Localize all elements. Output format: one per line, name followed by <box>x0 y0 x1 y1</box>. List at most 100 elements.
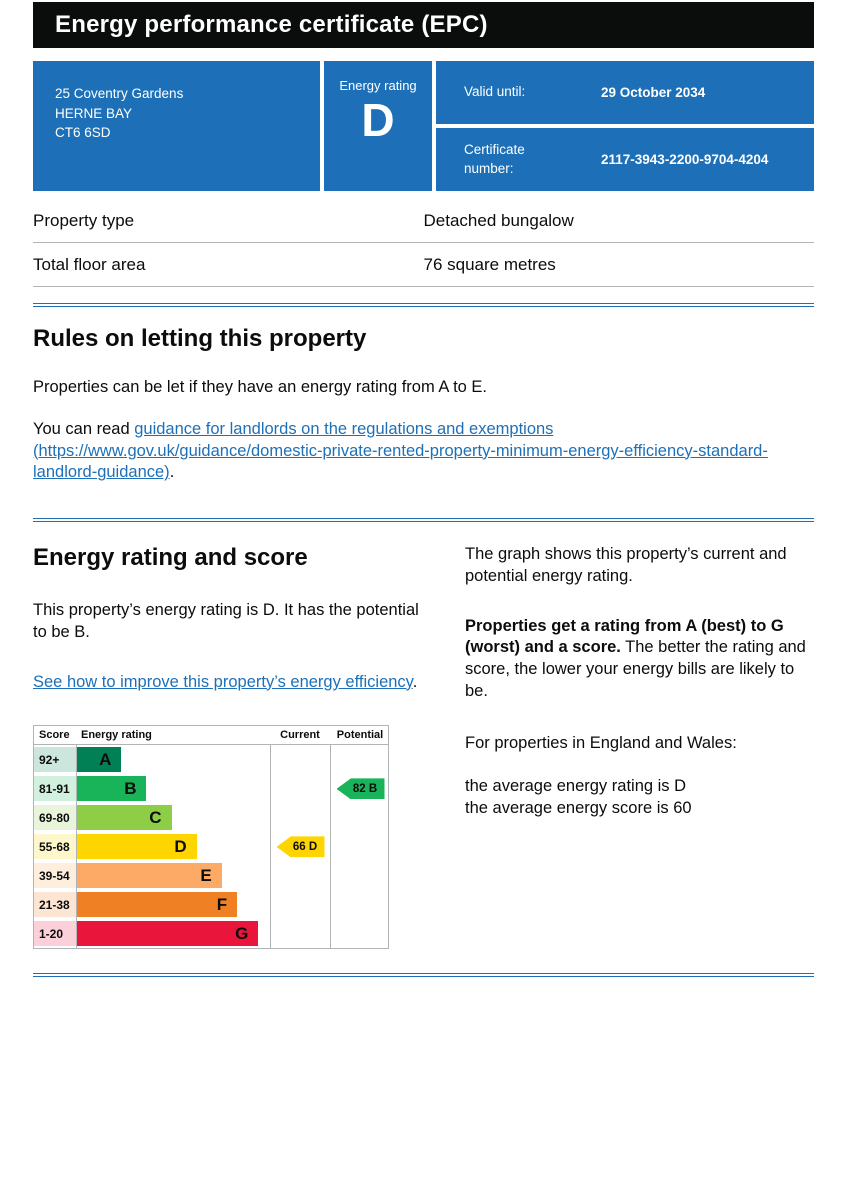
floor-area-row: Total floor area 76 square metres <box>33 243 814 287</box>
band-bar: A <box>77 747 122 773</box>
band-cell: E <box>76 861 270 891</box>
rating-band-row: 69-80 C <box>34 803 390 833</box>
band-letter: G <box>235 923 249 943</box>
rating-summary-text: This property’s energy rating is D. It h… <box>33 601 419 641</box>
current-cell <box>270 803 330 833</box>
property-details-table: Property type Detached bungalow Total fl… <box>33 199 814 287</box>
rules-guidance-text: You can read guidance for landlords on t… <box>33 419 814 484</box>
rating-left-column: Energy rating and score This property’s … <box>33 544 425 950</box>
page-header: Energy performance certificate (EPC) <box>33 2 814 48</box>
chart-column-header-current: Current <box>280 729 320 742</box>
address-line: HERNE BAY <box>55 105 133 121</box>
rating-heading: Energy rating and score <box>33 544 308 572</box>
average-rating-line: the average energy rating is D <box>465 777 687 796</box>
band-bar: C <box>77 805 172 831</box>
valid-until-value: 29 October 2034 <box>601 85 706 100</box>
band-cell: A <box>76 745 270 775</box>
average-score-line: the average energy score is 60 <box>465 799 692 818</box>
potential-cell <box>330 745 390 775</box>
read-suffix-text: . <box>169 463 175 482</box>
certificate-number-label: Certificate number: <box>464 142 525 176</box>
score-cell: 39-54 <box>34 861 76 890</box>
valid-until-label: Valid until: <box>464 84 526 100</box>
band-cell: D <box>76 832 270 862</box>
current-cell <box>270 861 330 891</box>
page-title: Energy performance certificate (EPC) <box>55 11 488 38</box>
floor-area-label: Total floor area <box>33 255 146 274</box>
band-bar: G <box>77 921 259 947</box>
improve-suffix-text: . <box>412 672 418 691</box>
certificate-number-row: Certificate number: 2117-3943-2200-9704-… <box>436 128 814 191</box>
current-cell <box>270 745 330 775</box>
rating-explanation-bold: Properties get a rating from A (best) to… <box>465 616 784 657</box>
address-line: 25 Coventry Gardens <box>55 86 184 101</box>
rating-band-row: 92+ A <box>34 745 390 775</box>
rules-section: Rules on letting this property Propertie… <box>33 325 814 484</box>
certificate-meta: Valid until: 29 October 2034 Certificate… <box>436 61 814 191</box>
energy-rating-letter: D <box>361 94 395 146</box>
improve-link-paragraph: See how to improve this property’s energ… <box>33 672 425 694</box>
score-range: 21-38 <box>34 892 76 918</box>
band-cell: C <box>76 803 270 833</box>
current-cell <box>270 890 330 920</box>
band-bar: F <box>77 892 238 918</box>
energy-rating-section: Energy rating and score This property’s … <box>33 544 814 950</box>
graph-description-text: The graph shows this property’s current … <box>465 545 787 585</box>
score-range: 81-91 <box>34 776 76 802</box>
rules-heading: Rules on letting this property <box>33 325 367 352</box>
band-cell: G <box>76 919 270 949</box>
property-type-value: Detached bungalow <box>423 211 574 230</box>
rating-explanation-text: Properties get a rating from A (best) to… <box>465 616 814 703</box>
score-cell: 55-68 <box>34 832 76 861</box>
averages-text: the average energy rating is D the avera… <box>465 776 814 820</box>
band-letter: E <box>200 865 212 885</box>
potential-cell <box>330 861 390 891</box>
band-letter: C <box>149 807 162 827</box>
current-cell: 66 D <box>270 832 330 862</box>
england-wales-intro-text: For properties in England and Wales: <box>465 733 737 752</box>
band-bar: D <box>77 834 197 860</box>
valid-until-row: Valid until: 29 October 2034 <box>436 61 814 124</box>
epc-page: Energy performance certificate (EPC) 25 … <box>33 2 814 978</box>
rules-intro-text: Properties can be let if they have an en… <box>33 378 488 396</box>
score-range: 1-20 <box>34 921 76 947</box>
energy-rating-label: Energy rating <box>339 78 417 93</box>
band-letter: B <box>124 778 137 798</box>
potential-cell <box>330 803 390 833</box>
chart-header-row: Score Energy rating Current Potential <box>34 726 388 746</box>
rating-band-row: 21-38 F <box>34 890 388 920</box>
current-rating-arrow: 66 D <box>276 836 325 858</box>
score-cell: 21-38 <box>34 890 76 919</box>
rating-explanation-rest: The better the rating and score, the low… <box>465 638 806 700</box>
energy-rating-chart: Score Energy rating Current Potential 92… <box>33 725 390 950</box>
score-cell: 81-91 <box>34 774 76 803</box>
section-divider <box>33 973 814 978</box>
current-cell <box>270 774 330 804</box>
property-type-row: Property type Detached bungalow <box>33 199 814 243</box>
property-type-label: Property type <box>33 211 135 230</box>
score-cell: 69-80 <box>34 803 76 832</box>
landlord-guidance-link[interactable]: guidance for landlords on the regulation… <box>33 419 768 482</box>
chart-column-header-score: Score <box>39 729 70 742</box>
band-letter: A <box>99 749 112 769</box>
chart-column-header-rating: Energy rating <box>81 729 152 742</box>
score-range: 92+ <box>34 747 76 773</box>
rating-right-column: The graph shows this property’s current … <box>465 544 814 949</box>
read-prefix-text: You can read <box>33 419 135 438</box>
band-bar: B <box>77 776 147 802</box>
potential-cell <box>330 919 390 949</box>
floor-area-value: 76 square metres <box>423 255 556 274</box>
band-cell: F <box>76 890 270 920</box>
improve-efficiency-link[interactable]: See how to improve this property’s energ… <box>33 672 413 691</box>
rating-band-row: 39-54 E <box>34 861 390 891</box>
band-bar: E <box>77 863 222 889</box>
rating-band-row: 55-68 D 66 D <box>34 832 388 862</box>
section-divider <box>33 518 814 523</box>
potential-rating-arrow: 82 B <box>336 778 385 800</box>
address-line: CT6 6SD <box>55 125 111 141</box>
energy-rating-badge: Energy rating D <box>324 61 432 191</box>
score-range: 69-80 <box>34 805 76 831</box>
score-range: 55-68 <box>34 834 76 860</box>
section-divider <box>33 303 814 307</box>
rating-band-row: 1-20 G <box>34 919 390 949</box>
